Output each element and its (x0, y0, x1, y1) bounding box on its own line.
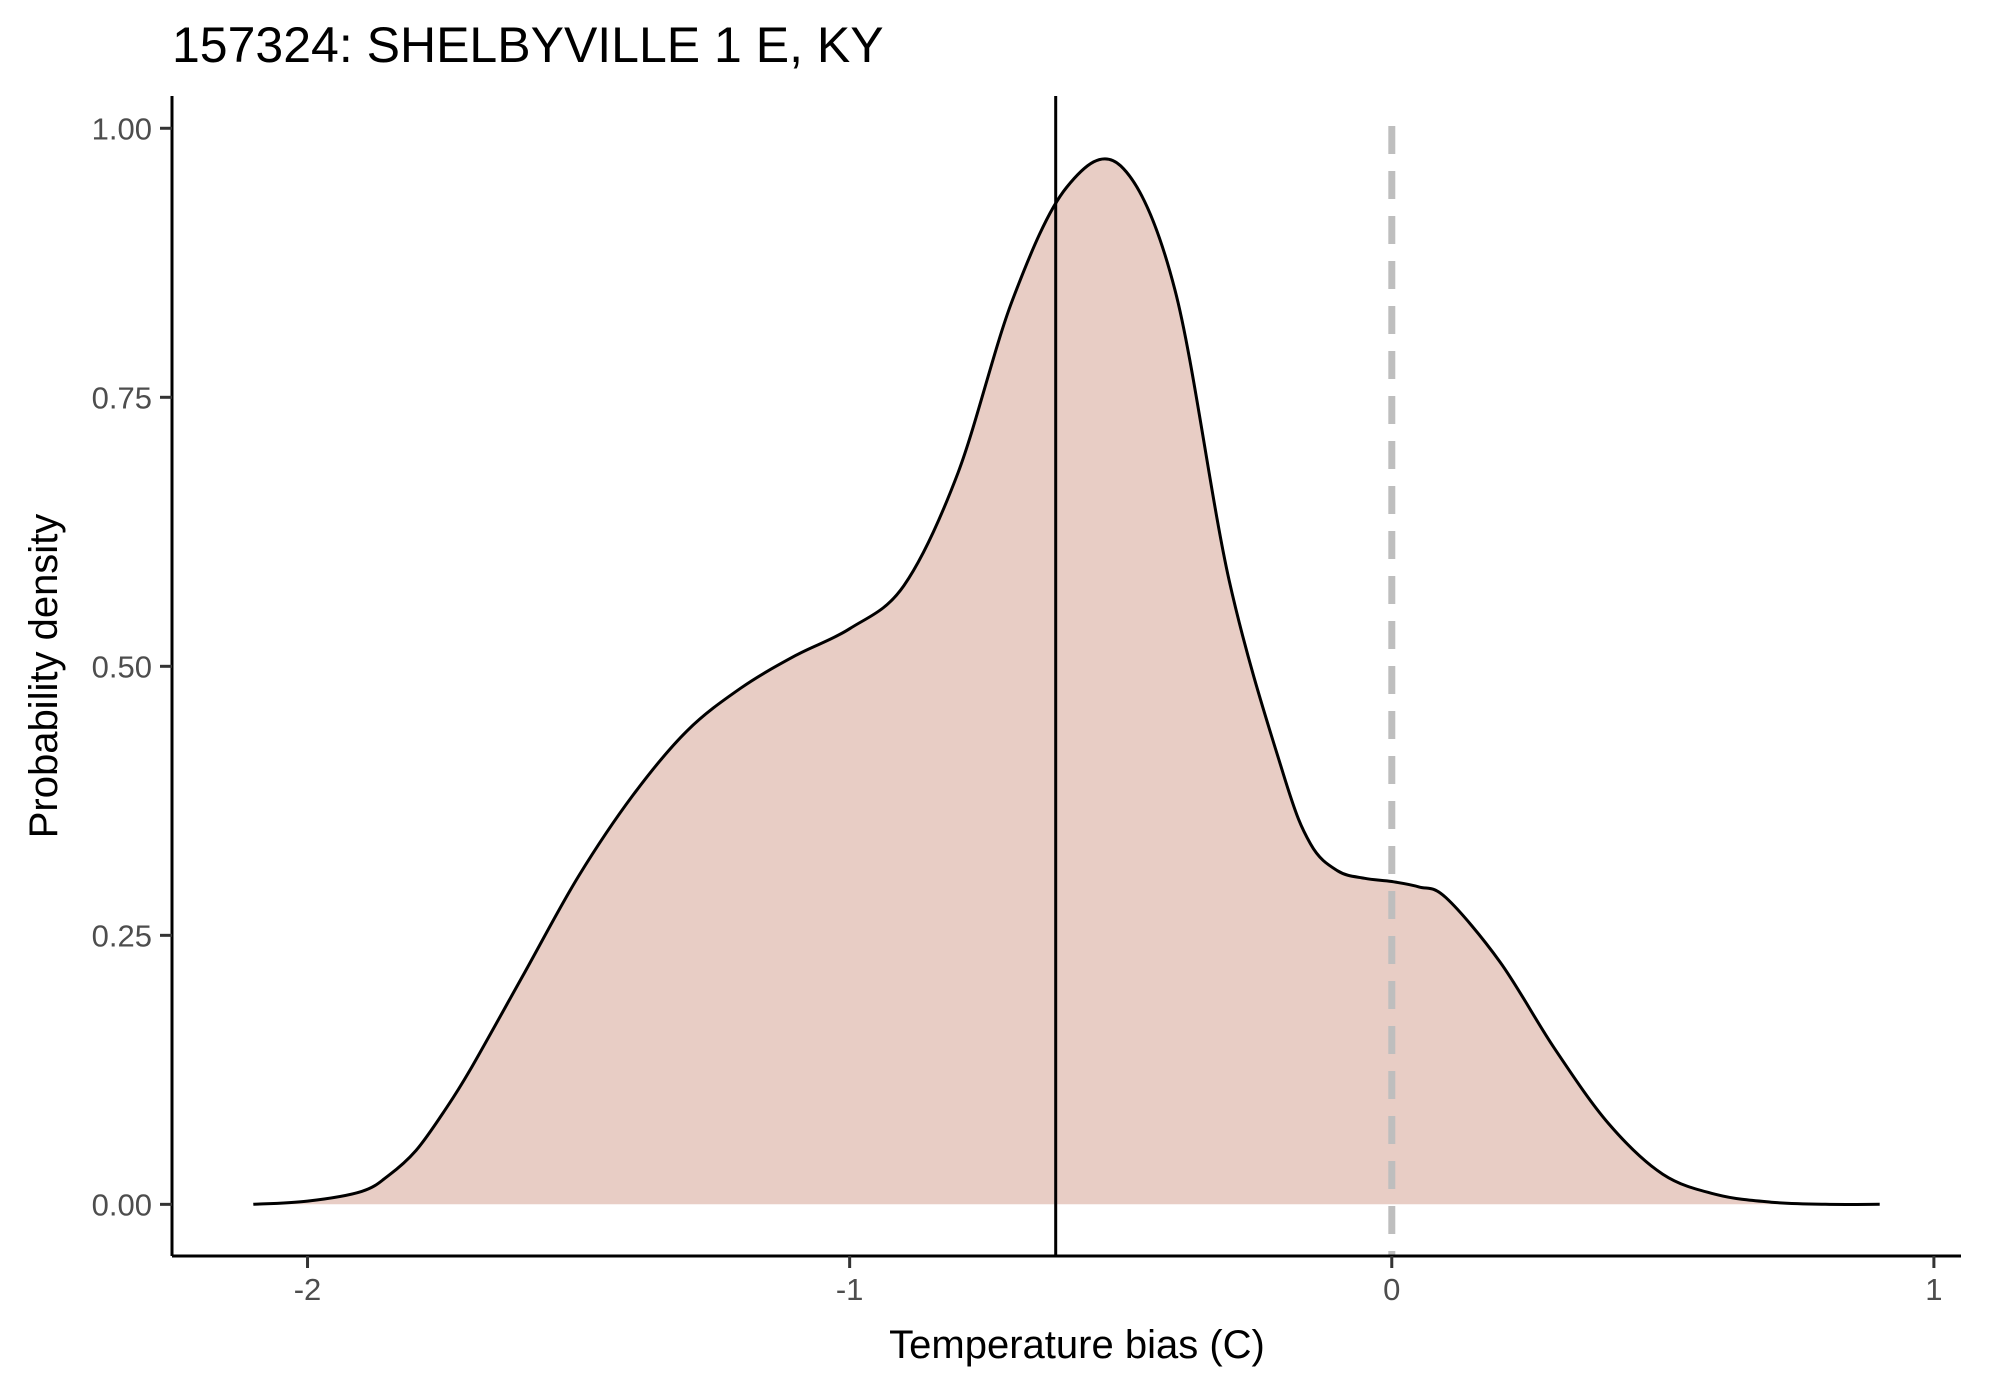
y-tick-label: 0.50 (92, 649, 152, 684)
x-tick-label: -1 (836, 1272, 864, 1307)
y-axis-label: Probability density (22, 514, 66, 839)
x-axis-ticks: -2 -1 0 1 (294, 1256, 1943, 1307)
density-line (253, 157, 1880, 1206)
x-tick-label: -2 (294, 1272, 322, 1307)
x-tick-label: 1 (1925, 1272, 1942, 1307)
y-axis-ticks: 0.00 0.25 0.50 0.75 1.00 (92, 111, 172, 1222)
y-tick-label: 1.00 (92, 111, 152, 146)
x-tick-label: 0 (1383, 1272, 1400, 1307)
density-area (253, 158, 1880, 1205)
chart-title: 157324: SHELBYVILLE 1 E, KY (172, 17, 884, 73)
y-tick-label: 0.25 (92, 918, 152, 953)
x-axis-label: Temperature bias (C) (889, 1323, 1265, 1367)
y-tick-label: 0.75 (92, 380, 152, 415)
y-tick-label: 0.00 (92, 1187, 152, 1222)
plot-area (253, 96, 1880, 1256)
